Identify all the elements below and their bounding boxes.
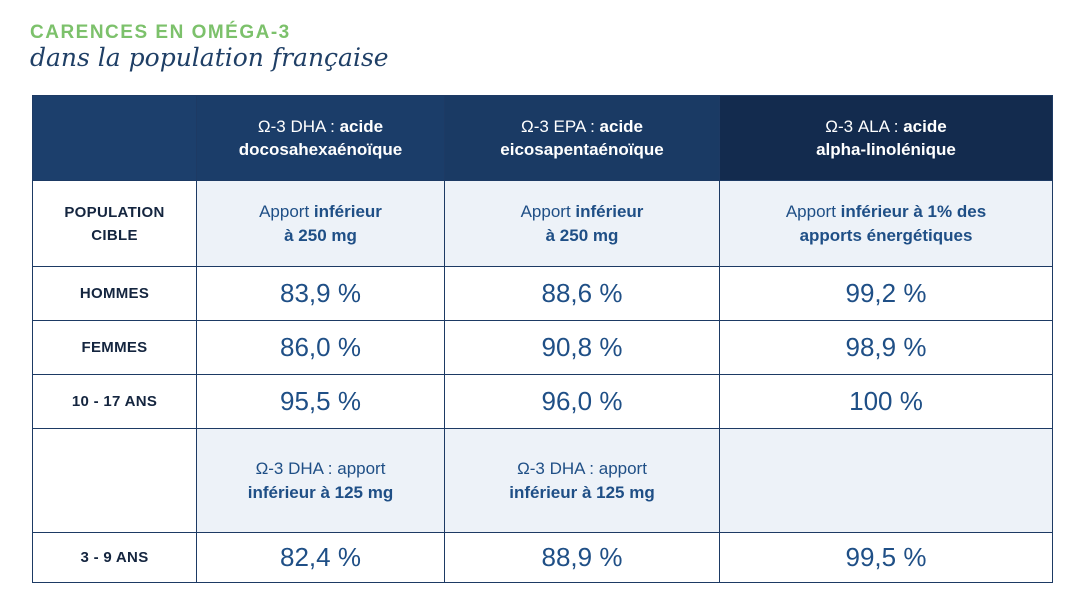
header-ala-bold: acide (903, 117, 947, 136)
header-ala-name: alpha-linolénique (816, 140, 956, 159)
row-label-3-9: 3 - 9 ANS (32, 532, 197, 583)
table-row: HOMMES 83,9 % 88,6 % 99,2 % (32, 266, 1053, 321)
value-cell: 95,5 % (196, 374, 445, 429)
table-row: 3 - 9 ANS 82,4 % 88,9 % 99,5 % (32, 532, 1053, 583)
header-dha-prefix: Ω-3 DHA : (257, 117, 340, 136)
target-epa-cell: Apport inférieur à 250 mg (444, 180, 720, 267)
header-epa-prefix: Ω-3 EPA : (520, 117, 600, 136)
child-dha-normal: Ω-3 DHA : apport (255, 458, 386, 478)
value-cell: 90,8 % (444, 320, 720, 375)
child-threshold-ala-empty (719, 428, 1053, 533)
target-ala-line2: apports énergétiques (799, 225, 973, 245)
value-cell: 98,9 % (719, 320, 1053, 375)
child-threshold-row: Ω-3 DHA : apport inférieur à 125 mg Ω-3 … (32, 428, 1053, 533)
heading-subtitle: dans la population française (30, 43, 389, 72)
heading: CARENCES EN OMÉGA-3 dans la population f… (30, 22, 389, 72)
header-row: Ω-3 DHA : acide docosahexaénoïque Ω-3 EP… (32, 95, 1053, 181)
target-ala-cell: Apport inférieur à 1% des apports énergé… (719, 180, 1053, 267)
table-row: FEMMES 86,0 % 90,8 % 98,9 % (32, 320, 1053, 375)
value-cell: 82,4 % (196, 532, 445, 583)
table-row: 10 - 17 ANS 95,5 % 96,0 % 100 % (32, 374, 1053, 429)
value-cell: 88,9 % (444, 532, 720, 583)
child-threshold-dha-cell: Ω-3 DHA : apport inférieur à 125 mg (196, 428, 445, 533)
target-population-row: POPULATION CIBLE Apport inférieur à 250 … (32, 180, 1053, 267)
target-epa-line2: à 250 mg (545, 225, 619, 245)
header-dha-name: docosahexaénoïque (238, 140, 403, 159)
heading-title: CARENCES EN OMÉGA-3 (30, 22, 291, 43)
row-label-10-17: 10 - 17 ANS (32, 374, 197, 429)
header-epa: Ω-3 EPA : acide eicosapentaénoïque (444, 95, 720, 181)
value-cell: 99,2 % (719, 266, 1053, 321)
target-ala-normal: Apport (785, 201, 841, 221)
value-cell: 83,9 % (196, 266, 445, 321)
target-label-line2: CIBLE (91, 226, 138, 244)
omega3-deficiency-table: Ω-3 DHA : acide docosahexaénoïque Ω-3 EP… (32, 95, 1053, 583)
header-epa-name: eicosapentaénoïque (500, 140, 664, 159)
target-dha-cell: Apport inférieur à 250 mg (196, 180, 445, 267)
target-dha-line2: à 250 mg (284, 225, 357, 245)
target-ala-bold: inférieur à 1% des (840, 201, 987, 221)
header-epa-bold: acide (599, 117, 644, 136)
child-epa-normal: Ω-3 DHA : apport (517, 458, 647, 478)
header-ala-prefix: Ω-3 ALA : (825, 117, 904, 136)
target-epa-normal: Apport (520, 201, 576, 221)
value-cell: 88,6 % (444, 266, 720, 321)
target-dha-normal: Apport (259, 201, 314, 221)
target-dha-bold: inférieur (313, 201, 382, 221)
child-threshold-epa-cell: Ω-3 DHA : apport inférieur à 125 mg (444, 428, 720, 533)
value-cell: 100 % (719, 374, 1053, 429)
target-population-label: POPULATION CIBLE (32, 180, 197, 267)
child-dha-bold: inférieur à 125 mg (247, 482, 394, 502)
header-ala: Ω-3 ALA : acide alpha-linolénique (719, 95, 1053, 181)
header-corner-cell (32, 95, 197, 181)
value-cell: 96,0 % (444, 374, 720, 429)
target-epa-bold: inférieur (575, 201, 644, 221)
header-dha-bold: acide (339, 117, 384, 136)
row-label-hommes: HOMMES (32, 266, 197, 321)
child-threshold-empty-label (32, 428, 197, 533)
target-label-line1: POPULATION (64, 203, 165, 221)
value-cell: 99,5 % (719, 532, 1053, 583)
header-dha: Ω-3 DHA : acide docosahexaénoïque (196, 95, 445, 181)
row-label-femmes: FEMMES (32, 320, 197, 375)
value-cell: 86,0 % (196, 320, 445, 375)
child-epa-bold: inférieur à 125 mg (509, 482, 655, 502)
